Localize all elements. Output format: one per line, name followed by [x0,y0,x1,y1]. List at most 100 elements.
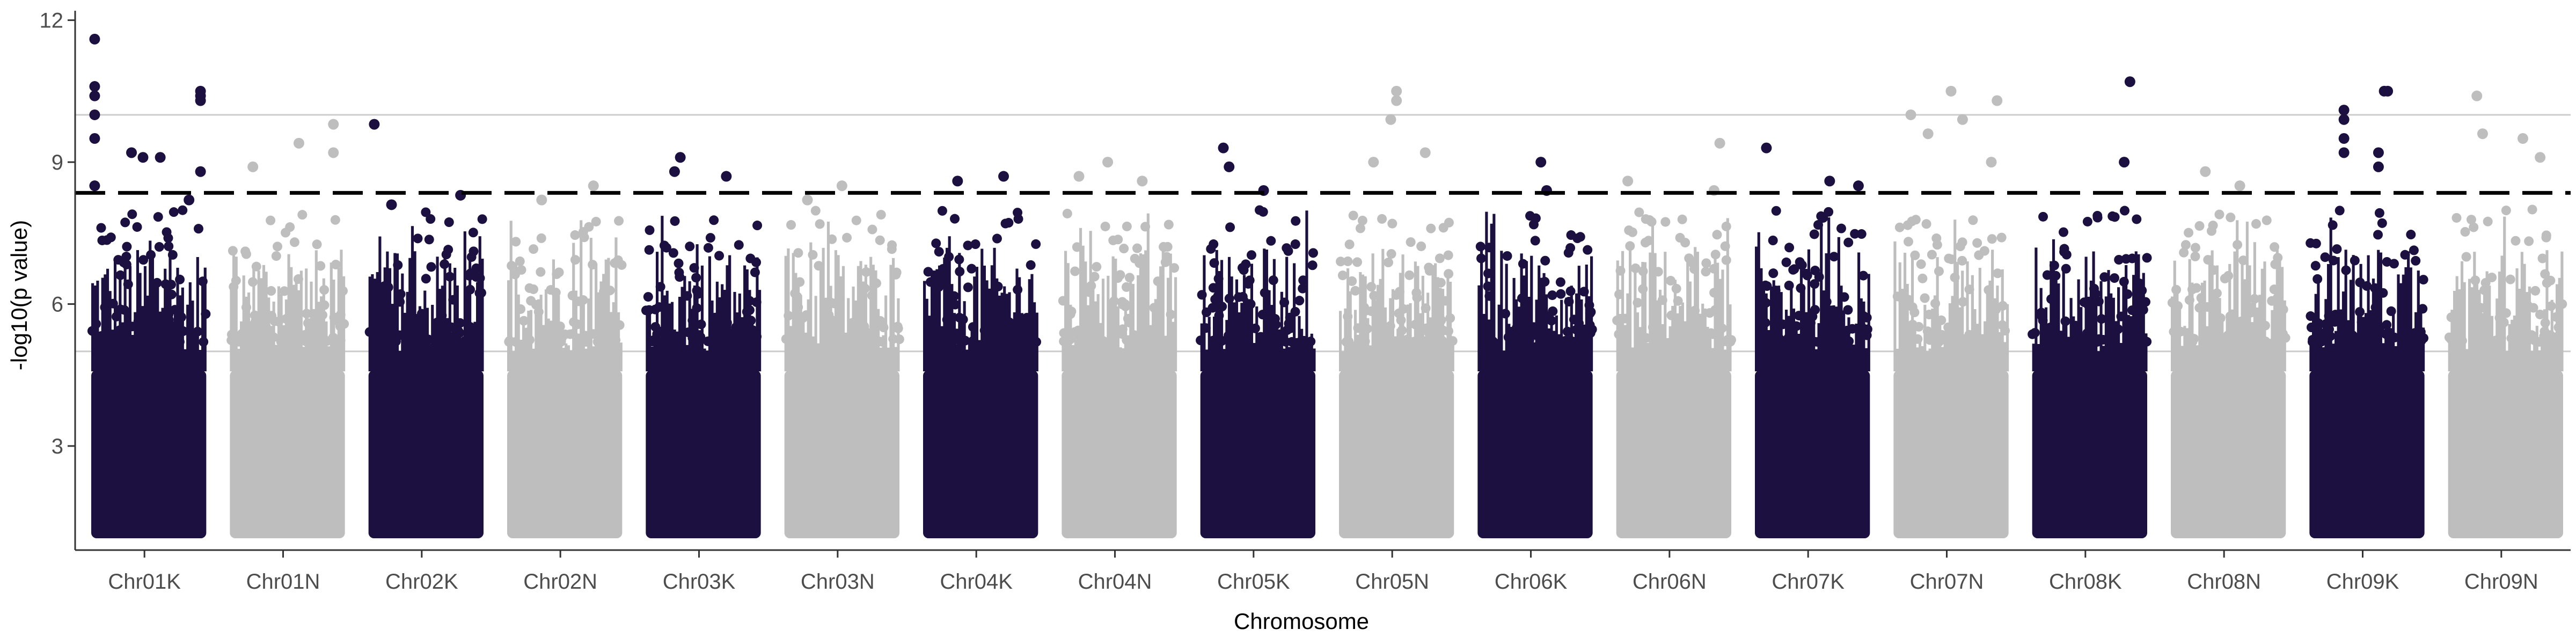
signal-column [1860,298,1863,371]
signal-column [2458,289,2461,371]
signal-column [935,269,939,371]
signal-point [1805,318,1816,328]
chromosome-band [368,370,484,538]
signal-point [1921,219,1931,229]
signal-column [2052,239,2055,371]
signal-point [2497,333,2507,343]
signal-point [197,276,208,287]
signal-column [2084,257,2088,371]
signal-column [1852,345,1855,371]
signal-column [519,340,523,371]
signal-point [990,312,1000,323]
signal-point [1934,266,1944,276]
peak-point [2477,128,2488,140]
signal-point [650,335,660,346]
signal-point [2138,305,2148,315]
signal-point [2310,261,2321,271]
signal-column [378,236,382,371]
signal-point [867,224,877,235]
signal-point [1287,337,1297,347]
peak-point [386,199,397,210]
signal-point [949,291,959,301]
signal-column [1341,351,1344,371]
peak-point [1102,157,1114,168]
signal-point [1784,243,1795,253]
signal-point [2501,206,2511,216]
signal-column [700,265,704,371]
signal-column [478,236,481,371]
signal-point [138,255,149,265]
signal-point [1119,244,1129,254]
signal-column [650,346,654,371]
signal-point [1360,336,1370,346]
signal-point [2377,218,2387,228]
signal-column [685,345,689,371]
signal-point [1717,323,1727,333]
signal-point [1243,279,1253,289]
signal-point [121,252,131,262]
signal-point [1972,238,1982,248]
signal-point [302,309,312,319]
signal-point [876,210,886,220]
signal-column [1827,217,1831,371]
signal-point [2545,275,2556,286]
signal-point [395,297,405,307]
signal-column [1161,250,1165,371]
peak-point [2338,105,2350,116]
signal-column [799,295,802,371]
signal-point [2524,236,2534,246]
signal-point [2541,230,2551,240]
signal-point [424,235,434,245]
signal-column [592,346,595,371]
signal-column [988,288,991,371]
signal-column [1646,343,1649,371]
signal-column [2039,288,2043,371]
signal-column [1122,348,1125,371]
chromosome-band [1893,370,2009,538]
signal-column [1111,256,1115,371]
signal-point [2123,289,2133,299]
signal-point [1013,284,1023,295]
signal-point [644,305,654,315]
signal-point [526,296,536,306]
signal-point [1140,222,1151,232]
signal-column [158,311,162,371]
signal-point [426,262,436,272]
signal-point [335,310,346,320]
signal-column [1896,348,1899,371]
signal-point [751,297,762,308]
signal-column [1116,306,1119,371]
signal-column [1631,347,1634,371]
signal-point [1202,307,1212,317]
signal-point [1818,213,1828,223]
signal-point [891,267,902,277]
signal-point [1206,244,1216,254]
signal-point [859,321,869,332]
signal-point [115,270,126,280]
peak-point [2338,147,2350,158]
signal-column [794,273,797,371]
signal-column [678,297,682,371]
signal-point [970,239,980,250]
signal-point [1438,325,1448,335]
signal-point [1224,294,1234,304]
signal-column [188,282,192,371]
signal-column [1797,333,1801,371]
signal-point [468,228,478,238]
signal-point [1397,325,1407,335]
x-axis-title: Chromosome [1234,609,1369,634]
signal-point [2119,276,2129,287]
signal-point [1426,223,1436,233]
signal-point [2236,316,2246,326]
signal-point [2135,279,2145,289]
signal-point [1958,297,1968,307]
signal-column [824,297,828,371]
signal-point [292,298,303,309]
signal-column [552,259,555,371]
signal-point [536,267,546,277]
signal-point [1501,309,1511,319]
signal-column [2329,217,2332,371]
signal-point [2036,308,2046,318]
peak-point [2471,90,2483,101]
signal-column [1913,325,1916,371]
